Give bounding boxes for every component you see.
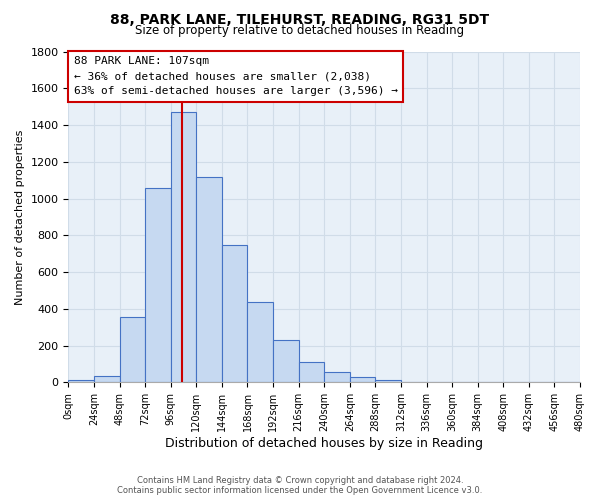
Text: 88 PARK LANE: 107sqm
← 36% of detached houses are smaller (2,038)
63% of semi-de: 88 PARK LANE: 107sqm ← 36% of detached h… — [74, 56, 398, 96]
Bar — [247, 302, 273, 382]
Text: Contains HM Land Registry data © Crown copyright and database right 2024.
Contai: Contains HM Land Registry data © Crown c… — [118, 476, 482, 495]
Bar — [94, 376, 119, 382]
Bar — [119, 317, 145, 382]
Bar — [324, 372, 350, 382]
Text: Size of property relative to detached houses in Reading: Size of property relative to detached ho… — [136, 24, 464, 37]
Bar — [376, 380, 401, 382]
Bar — [68, 380, 94, 382]
Bar — [273, 340, 299, 382]
Bar — [299, 362, 324, 382]
Bar — [145, 188, 171, 382]
Y-axis label: Number of detached properties: Number of detached properties — [15, 130, 25, 304]
Bar — [171, 112, 196, 382]
Bar — [350, 377, 376, 382]
Bar — [196, 176, 222, 382]
Bar — [222, 246, 247, 382]
Text: 88, PARK LANE, TILEHURST, READING, RG31 5DT: 88, PARK LANE, TILEHURST, READING, RG31 … — [110, 12, 490, 26]
X-axis label: Distribution of detached houses by size in Reading: Distribution of detached houses by size … — [165, 437, 483, 450]
